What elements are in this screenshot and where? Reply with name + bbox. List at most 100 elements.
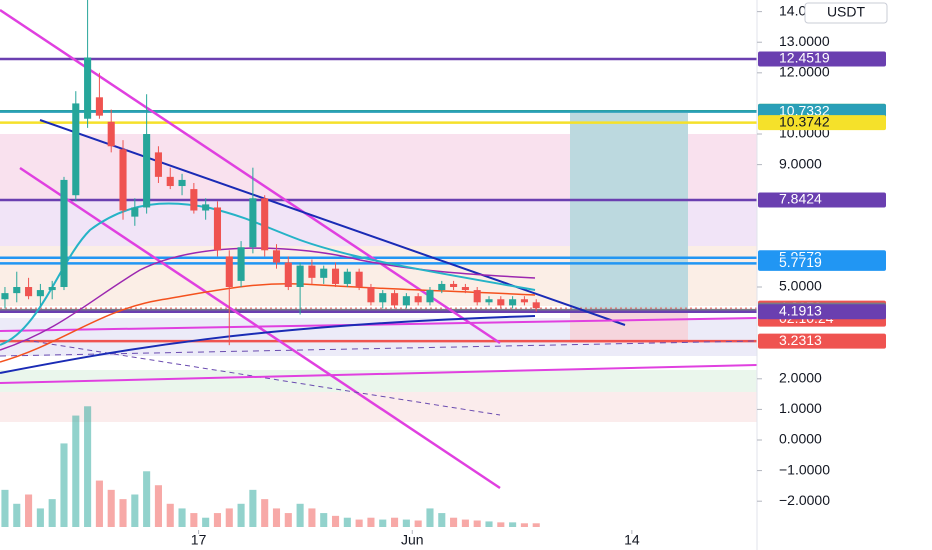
currency[interactable]: USDT <box>827 4 866 20</box>
candle-body <box>461 287 469 291</box>
volume-bar <box>343 517 351 527</box>
volume-bar <box>36 508 44 527</box>
candle-body <box>143 134 151 208</box>
channel-line <box>19 166 501 490</box>
channel-line <box>0 8 501 345</box>
moving-average <box>0 282 536 363</box>
volume-bar <box>402 519 410 527</box>
candle-body <box>473 290 481 303</box>
candle-body <box>237 247 245 281</box>
candle-body <box>426 290 434 303</box>
candle-body <box>355 271 363 288</box>
volume-bar <box>520 523 528 527</box>
candle-body <box>95 97 103 116</box>
y-tick-label: 5.0000 <box>779 278 822 294</box>
volume-bar <box>426 508 434 527</box>
candle-body <box>379 293 387 303</box>
candle-body <box>1 293 9 300</box>
price-label-box <box>758 192 886 208</box>
zones <box>0 113 757 422</box>
price-label: 5.7719 <box>779 254 822 270</box>
volume-bar <box>166 503 174 527</box>
moving-average <box>0 247 536 351</box>
price-label: 10.3742 <box>779 113 830 129</box>
trend-line <box>39 119 626 326</box>
volume-bar <box>485 521 493 527</box>
price-label: 10.7332 <box>779 102 830 118</box>
price-label-box <box>758 304 886 320</box>
candle-body <box>107 121 115 147</box>
candle-body <box>509 299 517 306</box>
x-tick-label: 17 <box>191 532 207 548</box>
volume-bar <box>143 471 151 527</box>
currency-button[interactable] <box>804 2 888 24</box>
candle-body <box>72 103 80 196</box>
stop-zone <box>570 310 688 343</box>
volume-bar <box>178 508 186 527</box>
y-tick-label: −2.0000 <box>779 492 830 508</box>
volume-bar <box>461 519 469 527</box>
volume-bar <box>284 513 292 527</box>
moving-average <box>0 315 536 374</box>
volume-bar <box>225 508 233 527</box>
candle-body <box>261 198 269 251</box>
candle-body <box>402 296 410 306</box>
candle-body <box>296 265 304 288</box>
candle-body <box>119 149 127 211</box>
candle-body <box>13 287 21 294</box>
volume-bar <box>473 520 481 527</box>
candle-body <box>166 176 174 187</box>
y-tick-label: 13.0000 <box>779 33 830 49</box>
volume-bar <box>532 523 540 527</box>
volume-bar <box>48 499 56 527</box>
volume-bar <box>509 522 517 527</box>
candle-body <box>497 299 505 306</box>
support-line <box>0 317 758 332</box>
volume-bar <box>84 406 92 527</box>
volume-bar <box>131 494 139 527</box>
price-label-box <box>758 115 886 131</box>
price-label: 12.4519 <box>779 50 830 66</box>
volume-bar <box>379 519 387 527</box>
support-line <box>0 364 758 384</box>
y-tick-label: 1.0000 <box>779 400 822 416</box>
volume-bar <box>414 520 422 527</box>
y-tick-label: 2.0000 <box>779 370 822 386</box>
target-zone <box>570 113 688 310</box>
candle-body <box>60 179 68 288</box>
volume-bar <box>367 517 375 527</box>
candle-body <box>532 302 540 309</box>
y-tick-label: 0.0000 <box>779 431 822 447</box>
y-tick-label: −1.0000 <box>779 461 830 477</box>
x-tick-label: 14 <box>624 532 640 548</box>
volume-bar <box>107 489 115 527</box>
candle-body <box>343 271 351 284</box>
volume-bar <box>497 522 505 527</box>
candle-body <box>367 287 375 303</box>
candle-body <box>48 287 56 291</box>
volume-bar <box>202 517 210 527</box>
volume-bar <box>60 443 68 527</box>
candle-body <box>331 268 340 284</box>
x-tick-label: Jun <box>401 532 424 548</box>
volume-bar <box>154 485 162 527</box>
dashed-line <box>0 340 758 357</box>
volume-bar <box>261 499 269 527</box>
candle-body <box>284 262 292 288</box>
candle-body <box>249 198 257 248</box>
candle-body <box>154 152 162 177</box>
volume-bar <box>25 494 33 527</box>
candle-body <box>520 299 528 303</box>
candle-body <box>414 296 422 303</box>
volume-bar <box>1 489 9 527</box>
candle-body <box>450 283 458 288</box>
candle-body <box>438 283 446 291</box>
candle-body <box>25 287 33 297</box>
price-label: 7.8424 <box>779 191 822 207</box>
volume-bar <box>72 415 80 527</box>
zone <box>0 370 757 392</box>
dashed-line <box>24 339 501 416</box>
price-label: 4.1913 <box>779 302 822 318</box>
price-label-box <box>758 51 886 67</box>
candle-body <box>320 268 328 278</box>
